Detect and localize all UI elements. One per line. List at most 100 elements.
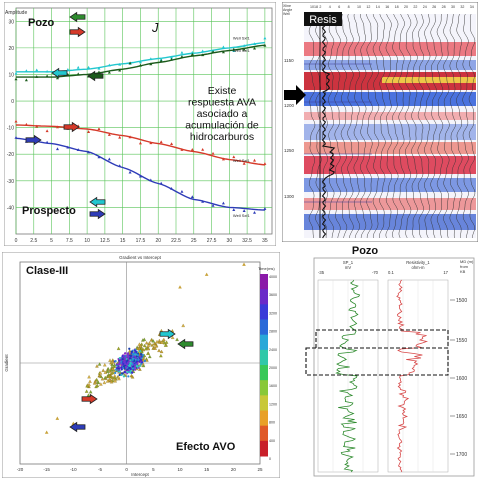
ava-data-point (211, 151, 215, 155)
colorbar-tick: 0 (269, 457, 271, 461)
log-curve-Resistivity_1 (396, 279, 429, 473)
gather-angle-tick: 12 (366, 5, 370, 9)
cross-data-point (106, 369, 110, 374)
cross-data-point (96, 380, 100, 384)
cross-xtick-label: 25 (257, 467, 263, 472)
cross-core-point (139, 355, 142, 358)
ava-data-point (87, 65, 91, 69)
ava-data-point (118, 62, 122, 66)
colorbar-label: Time(ms) (258, 266, 275, 271)
ava-data-point (159, 140, 163, 144)
ava-data-point (211, 50, 215, 54)
ava-annotation-line: respuesta AVA (188, 97, 256, 109)
cross-core-point (132, 367, 135, 370)
ava-data-point (45, 140, 49, 144)
ava-data-point (190, 195, 194, 199)
ava-data-point (221, 201, 225, 205)
log-track-unit: ohm-m (411, 265, 425, 270)
cross-data-point (113, 379, 117, 383)
gather-color-band (304, 142, 476, 154)
ava-data-point (253, 158, 257, 162)
colorbar-segment (260, 395, 268, 411)
ava-data-point (45, 74, 49, 78)
cross-data-point (151, 339, 156, 343)
gather-wiggle-trace (462, 13, 469, 239)
ava-data-point (253, 42, 257, 46)
cross-core-point (121, 372, 124, 375)
gather-wiggle-trace (468, 13, 476, 239)
cross-core-point (114, 359, 117, 363)
ava-data-point (14, 77, 18, 81)
cross-data-point (130, 375, 135, 379)
ava-data-point (35, 124, 39, 128)
ava-data-point (211, 203, 215, 207)
cross-data-point (117, 376, 121, 381)
cross-data-point (144, 341, 149, 345)
cross-core-point (135, 350, 138, 354)
cross-core-point (123, 352, 127, 355)
ava-data-point (190, 148, 194, 151)
ava-annotation-line: acumulación de (185, 120, 259, 132)
pozo-label: Pozo (28, 17, 55, 29)
ava-data-point (201, 49, 205, 53)
ava-data-point (170, 57, 174, 61)
cross-data-point (141, 363, 146, 368)
depth-tick-label: 1600 (456, 376, 467, 382)
ava-xtick-label: 10 (84, 238, 90, 244)
cross-data-point (103, 363, 107, 367)
cross-data-point (162, 341, 167, 345)
cross-xtick-label: -15 (43, 467, 50, 472)
ava-ytick-label: 20 (8, 46, 14, 52)
cyan-curve-arrow-shape (51, 67, 68, 79)
ava-data-point (66, 67, 70, 71)
cross-core-point (136, 353, 139, 357)
ava-data-point (242, 161, 246, 165)
ava-data-point (97, 66, 101, 70)
ava-data-point (149, 178, 153, 182)
pozo-log-title: Pozo (352, 245, 379, 257)
pozo-arrow-green (69, 11, 86, 23)
cross-data-point (145, 358, 149, 362)
ava-data-point (107, 133, 111, 136)
ava-data-point (190, 50, 194, 54)
crossplot-chart: Gradient vs Intercept -20 -15 -10 -5 0 5 10 15 20… (2, 252, 280, 478)
ava-data-point (118, 68, 122, 72)
gather-wiggle-trace (340, 13, 348, 239)
gather-black-arrow (284, 85, 306, 105)
cross-core-point (132, 352, 135, 356)
log-track-name: Resistivity_1 (406, 260, 430, 265)
cross-data-point (88, 390, 93, 394)
cross-core-point (133, 363, 136, 367)
pozo-arrow-red (69, 26, 86, 38)
ava-data-point (138, 60, 142, 64)
ava-data-point (128, 170, 132, 174)
ava-data-point (76, 148, 80, 151)
cross-data-point (163, 343, 168, 347)
ava-data-point (66, 145, 70, 149)
gather-angle-tick: 28 (442, 5, 446, 9)
ava-xtick-label: 25 (191, 238, 197, 244)
log-track-range-min: 0.1 (388, 270, 394, 275)
gather-wiggle-trace (360, 14, 367, 239)
cross-data-point (150, 343, 154, 347)
ava-data-point (201, 147, 205, 151)
red-curve-arrow (63, 121, 80, 133)
cross-data-point (101, 368, 105, 372)
cross-data-point (108, 358, 112, 362)
ava-ytick-label: 0 (11, 99, 14, 105)
gather-wiggle-trace (385, 13, 392, 239)
log-track-range-max: -70 (372, 270, 379, 275)
colorbar-tick: 1200 (269, 402, 277, 406)
cross-data-point (143, 346, 148, 351)
cross-data-point (146, 351, 150, 355)
cross-xtick-label: 20 (231, 467, 237, 472)
ava-data-point (128, 135, 132, 139)
ava-ytick-label: -10 (7, 126, 14, 132)
cross-data-point (109, 361, 113, 365)
ava-data-point (232, 47, 236, 51)
cross-data-point (105, 379, 110, 383)
colorbar-segment (260, 289, 268, 305)
gather-wiggle-trace (456, 13, 463, 238)
cross-data-point (93, 381, 97, 385)
